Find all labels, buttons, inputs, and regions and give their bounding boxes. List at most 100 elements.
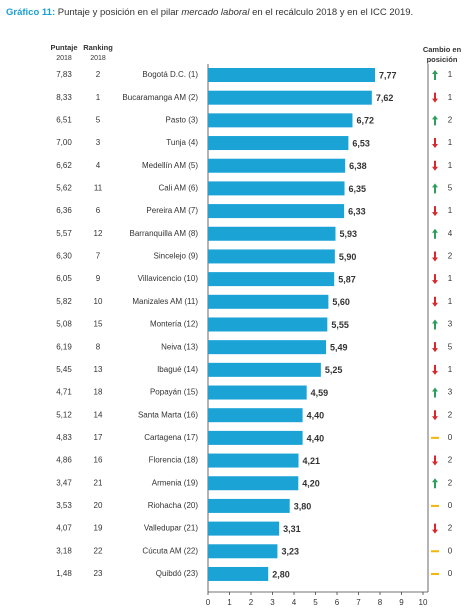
bar [208,362,321,377]
bar [208,521,280,536]
title-part: Puntaje y posición en el pilar [58,7,182,18]
dash [431,550,439,553]
label-bg [300,477,323,490]
change: 3 [448,320,453,329]
label-bg [279,545,302,558]
value-label: 6,38 [349,161,367,171]
value-label: 3,80 [294,501,312,511]
title-label: Gráfico 11: [6,7,55,18]
column-header: posición [427,55,458,64]
label-bg [354,114,377,127]
change: 0 [448,569,453,578]
score-2018: 5,12 [56,410,72,419]
label-bg [300,454,323,467]
y-tick-label: Pereira AM (7) [146,206,198,215]
x-tick-label: 7 [356,598,361,607]
chart-title: Gráfico 11: Puntaje y posición en el pil… [6,7,413,18]
value-label: 6,53 [352,138,370,148]
y-tick-label: Ibagué (14) [157,365,198,374]
arrow-down [432,206,438,217]
column-header: 2018 [56,55,72,62]
label-bg [346,182,369,195]
x-tick-label: 2 [249,598,254,607]
score-2018: 5,08 [56,320,72,329]
x-tick-label: 6 [335,598,340,607]
y-tick-label: Neiva (13) [161,342,198,351]
y-tick-label: Riohacha (20) [148,501,199,510]
label-bg [328,341,351,354]
change: 1 [448,138,453,147]
score-2018: 6,62 [56,161,72,170]
arrow-up [432,319,438,330]
column-header: Cambio en [423,45,462,54]
label-bg [281,522,304,535]
change: 2 [448,410,453,419]
rank-2018: 2 [96,70,101,79]
bar [208,453,299,468]
bar [208,68,376,82]
rank-2018: 7 [96,252,101,261]
label-bg [291,499,314,512]
bar [208,204,345,219]
rank-2018: 4 [96,161,101,170]
label-bg [304,409,327,422]
dash [431,436,439,439]
value-label: 3,31 [283,524,301,534]
change: 2 [448,115,453,124]
label-bg [322,363,345,376]
rank-2018: 10 [94,297,103,306]
change: 1 [448,365,453,374]
y-tick-label: Barranquilla AM (8) [130,229,199,238]
change: 2 [448,456,453,465]
score-2018: 3,47 [56,478,72,487]
label-bg [337,227,360,240]
bar [208,294,329,309]
label-bg [373,91,396,104]
dash [431,504,439,507]
value-label: 4,21 [303,456,321,466]
rank-2018: 12 [94,229,103,238]
score-2018: 3,18 [56,546,72,555]
value-label: 6,72 [356,116,374,126]
rank-2018: 9 [96,274,101,283]
score-2018: 1,48 [56,569,72,578]
score-2018: 4,07 [56,524,72,533]
value-label: 5,55 [331,320,349,330]
bar [208,158,346,173]
score-2018: 6,51 [56,115,72,124]
value-label: 5,60 [332,297,350,307]
label-bg [377,69,400,81]
arrow-down [432,410,438,421]
value-label: 5,90 [339,252,357,262]
bar [208,272,335,287]
rank-2018: 6 [96,206,101,215]
rank-2018: 1 [96,93,101,102]
arrow-down [432,523,438,534]
arrow-up [432,70,438,80]
y-tick-label: Manizales AM (11) [132,297,198,306]
column-header: Ranking [83,43,113,52]
arrow-down [432,274,438,285]
score-2018: 6,36 [56,206,72,215]
rank-2018: 5 [96,115,101,124]
arrow-up [432,228,438,239]
x-tick-label: 5 [313,598,318,607]
score-2018: 5,57 [56,229,72,238]
arrow-down [432,92,438,103]
score-2018: 7,83 [56,70,72,79]
score-2018: 4,71 [56,388,72,397]
value-label: 5,49 [330,343,348,353]
x-tick-label: 0 [206,598,211,607]
x-tick-label: 3 [270,598,275,607]
y-tick-label: Armenia (19) [152,478,199,487]
change: 1 [448,161,453,170]
y-tick-label: Villavicencio (10) [138,274,199,283]
score-2018: 4,83 [56,433,72,442]
change: 1 [448,70,453,79]
score-2018: 4,86 [56,456,72,465]
value-label: 4,59 [311,388,329,398]
bar [208,430,303,445]
score-2018: 6,05 [56,274,72,283]
y-tick-label: Sincelejo (9) [154,252,199,261]
